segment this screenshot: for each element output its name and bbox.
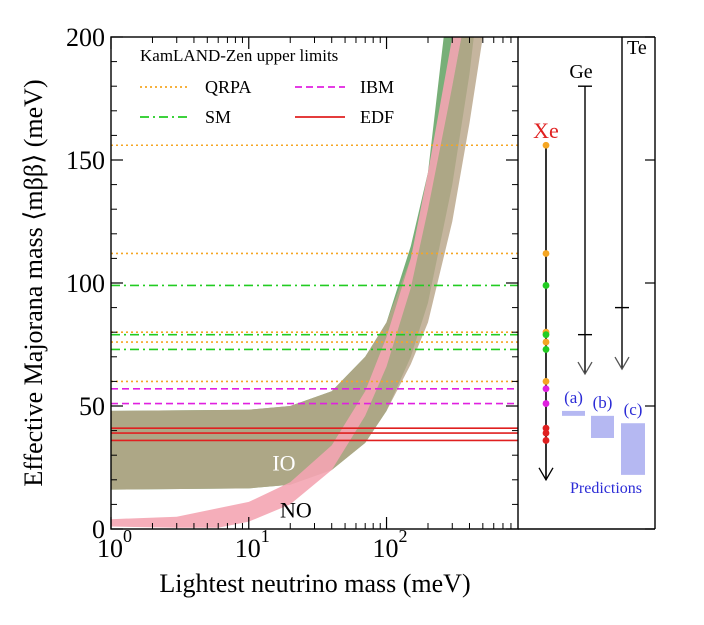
xe-limit-point — [542, 437, 550, 444]
legend-title: KamLAND-Zen upper limits — [140, 46, 338, 65]
xe-limit-point — [542, 424, 550, 432]
xe-limit-point — [542, 346, 550, 353]
x-tick-base: 10 — [235, 534, 261, 563]
prediction-box — [591, 415, 614, 438]
y-tick-label: 150 — [66, 146, 105, 175]
x-tick-exponent: 0 — [123, 526, 132, 546]
prediction-label: (c) — [624, 400, 643, 419]
side-panel: Xe Ge Te (a) (b) (c) Predictions — [518, 36, 656, 530]
x-tick-exponent: 1 — [261, 526, 270, 546]
xe-limit-point — [542, 250, 550, 257]
xe-limit-point — [542, 378, 550, 385]
band-group — [111, 37, 483, 528]
xe-limit-point — [542, 385, 550, 393]
x-tick-base: 10 — [97, 534, 123, 563]
xe-limit-point — [542, 331, 550, 339]
band-label-no: NO — [280, 497, 312, 522]
legend-label-sm: SM — [205, 107, 231, 127]
legend-label-edf: EDF — [360, 107, 394, 127]
y-tick-label: 100 — [66, 269, 105, 298]
xe-limit-point — [542, 338, 550, 346]
xe-limit-point — [542, 141, 550, 149]
y-tick-label: 50 — [79, 392, 105, 421]
x-axis-label: Lightest neutrino mass (meV) — [159, 569, 470, 598]
predictions-label: Predictions — [570, 480, 642, 497]
prediction-label: (b) — [593, 393, 613, 412]
band-labels: IO NO — [272, 451, 312, 523]
xe-limit-point — [542, 400, 550, 407]
isotope-label-te: Te — [627, 37, 647, 59]
xe-arrow-head — [538, 467, 554, 482]
y-axis-label: Effective Majorana mass ⟨mββ⟩ (meV) — [19, 79, 48, 486]
isotope-label-xe: Xe — [533, 118, 559, 143]
x-tick-exponent: 2 — [399, 526, 408, 546]
legend-label-qrpa: QRPA — [205, 77, 251, 97]
legend-label-ibm: IBM — [360, 77, 394, 97]
te-arrow-head — [614, 356, 630, 371]
band-label-io: IO — [272, 451, 295, 476]
y-tick-label: 0 — [92, 515, 105, 544]
ge-arrow-head — [577, 361, 593, 376]
xe-limit-point — [542, 282, 550, 289]
y-tick-label: 200 — [66, 23, 105, 52]
isotope-label-ge: Ge — [569, 61, 592, 83]
band-no — [111, 37, 483, 528]
limit-lines — [111, 144, 518, 442]
band-io-alt — [111, 37, 483, 490]
prediction-label: (a) — [564, 388, 583, 407]
prediction-box — [562, 410, 585, 416]
x-tick-base: 10 — [373, 534, 399, 563]
xe-limit-point — [542, 429, 550, 437]
prediction-box — [621, 423, 645, 475]
legend: KamLAND-Zen upper limits QRPA SM IBM EDF — [140, 46, 394, 127]
